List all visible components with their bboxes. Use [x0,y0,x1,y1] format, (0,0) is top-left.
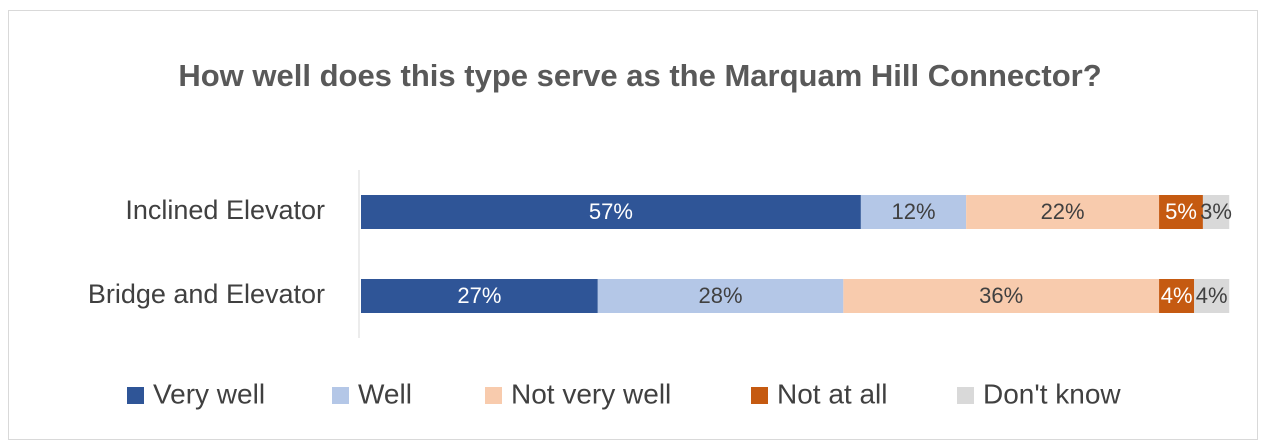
y-tick-label: Inclined Elevator [125,195,325,225]
bar-segment [1202,195,1230,229]
legend-label: Very well [153,378,265,409]
legend-label: Not very well [511,378,671,409]
legend-label: Well [358,378,412,409]
data-label: 4% [1161,283,1193,308]
bar-segment [1159,279,1195,313]
data-label: 57% [589,199,633,224]
data-label: 28% [699,283,743,308]
data-label: 22% [1041,199,1085,224]
data-label: 3% [1200,199,1232,224]
bar-segment [361,195,861,229]
legend-swatch [957,387,974,404]
bar-segment [966,195,1160,229]
y-tick-label: Bridge and Elevator [88,279,325,309]
data-label: 27% [457,283,501,308]
data-label: 36% [979,283,1023,308]
legend-swatch [332,387,349,404]
bar-segment [1194,279,1230,313]
legend-swatch [485,387,502,404]
bar-segment [597,279,844,313]
bar-segment [843,279,1160,313]
data-label: 5% [1165,199,1197,224]
bar-segment [860,195,967,229]
legend-label: Not at all [777,378,888,409]
legend-swatch [751,387,768,404]
data-label: 12% [891,199,935,224]
legend-label: Don't know [983,378,1121,409]
chart-title: How well does this type serve as the Mar… [178,58,1102,93]
legend-swatch [127,387,144,404]
bar-segment [361,279,598,313]
bar-segment [1159,195,1203,229]
data-label: 4% [1196,283,1228,308]
